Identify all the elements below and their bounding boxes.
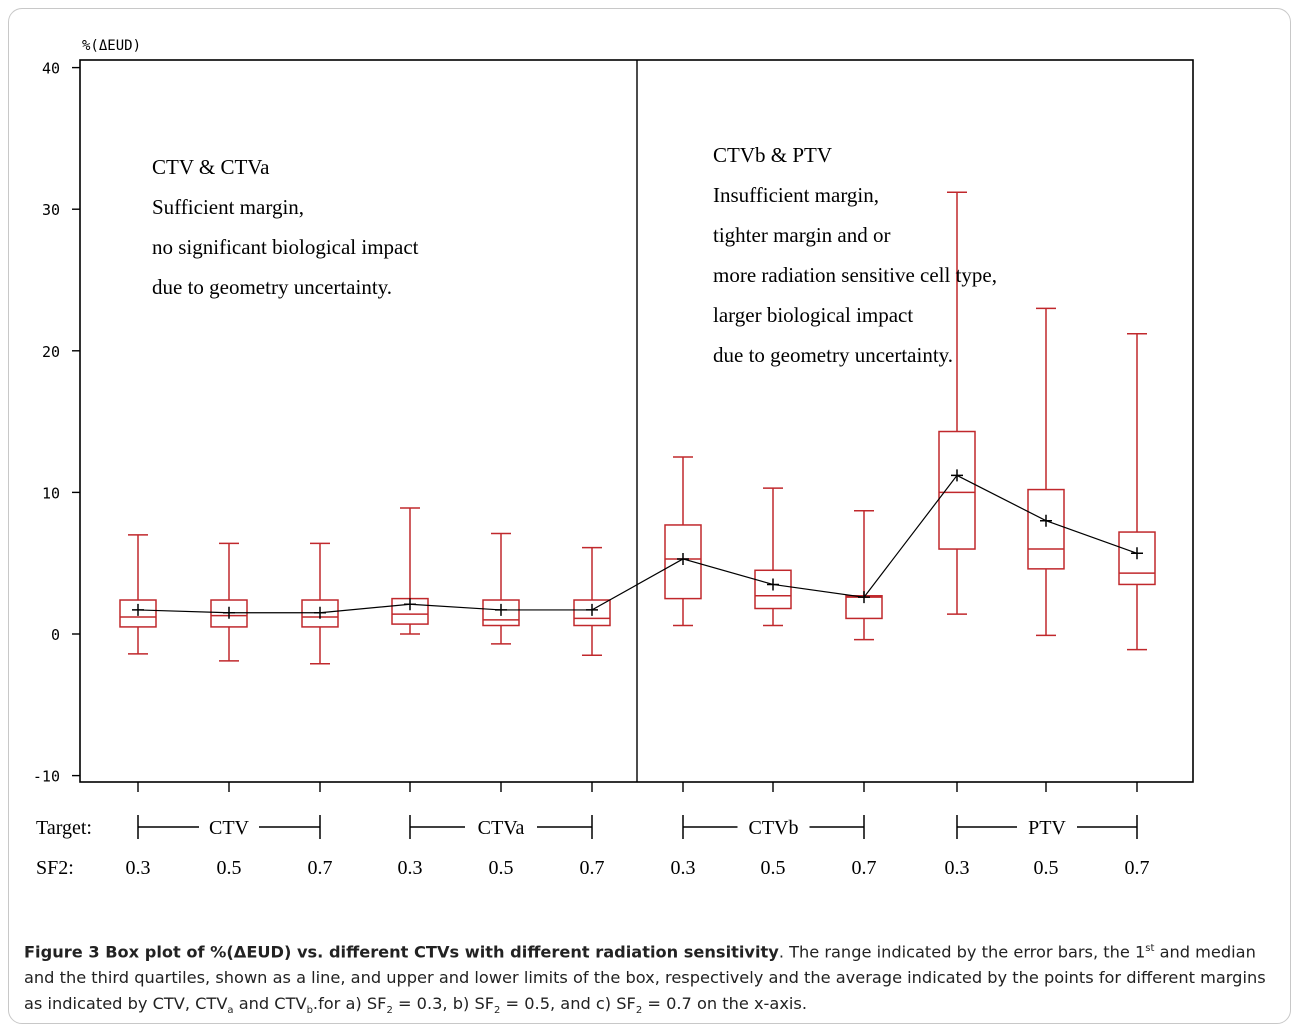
iqr-box [1027,488,1065,570]
mean-marker [404,598,416,611]
box-ctvb-0.3 [664,456,702,627]
caption-sub-2c: 2 [635,1005,643,1017]
sf2-value-label: 0.7 [308,857,333,879]
box-ctvb-0.5 [754,487,792,627]
caption-text-5: = 0.3, b) SF [392,994,495,1014]
iqr-box [754,569,792,610]
sf2-value-label: 0.5 [217,857,242,879]
y-tick-label: 10 [42,484,60,502]
target-row-label: Target: [36,817,92,839]
box-ctva-0.5 [482,532,520,645]
caption-sub-2b: 2 [494,1005,501,1017]
y-tick-label: -10 [33,768,60,786]
mean-marker [132,603,144,616]
mean-marker [314,606,326,619]
caption-text-3: and CTV [233,994,307,1014]
mean-marker [677,552,689,565]
mean-marker [858,591,870,604]
axes: 40 30 20 10 0 -10 %(ΔEUD) [33,38,1194,792]
group-bracket-ptv: PTV [956,815,1138,839]
caption-text-6: = 0.5, and c) SF [500,994,636,1014]
annotations: CTV & CTVa Sufficient margin, no significa… [152,143,997,367]
box-ptv-0.5 [1027,307,1065,637]
box-plot-chart: 40 30 20 10 0 -10 %(ΔEUD) CTV & CTVa Sufficient… [33,38,1194,879]
right-annotation-line: tighter margin and or [713,223,891,247]
figure-caption: Figure 3 Box plot of %(ΔEUD) vs. differe… [24,936,1274,1025]
caption-text-2: and median and the third quartiles, show… [24,942,1266,1014]
sf2-value-label: 0.7 [1125,857,1150,879]
caption-sup-1: st [1145,943,1155,954]
group-label: CTVa [478,817,525,839]
y-tick-label: 40 [42,60,60,78]
caption-title: Figure 3 Box plot of %(ΔEUD) vs. differe… [24,942,779,962]
mean-marker [951,469,963,482]
right-annotation-line: due to geometry uncertainty. [713,343,953,367]
box-ptv-0.7 [1118,333,1156,651]
right-annotation-line: more radiation sensitive cell type, [713,263,997,287]
caption-text-4: .for a) SF [312,994,387,1014]
left-annotation-line: CTV & CTVa [152,155,270,179]
x-axis-rows: Target: SF2: CTV 0.3 0.5 0.7 CTVa 0.3 0.5 0.7 CTVb… [36,815,1150,879]
caption-text-7: = 0.7 on the x-axis. [642,994,807,1014]
sf2-value-label: 0.3 [945,857,970,879]
right-annotation-line: CTVb & PTV [713,143,832,167]
group-bracket-ctvb: CTVb [682,815,865,839]
y-axis-label: %(ΔEUD) [82,38,141,54]
left-annotation-line: due to geometry uncertainty. [152,275,392,299]
figure-frame [8,8,1291,1024]
sf2-value-label: 0.7 [852,857,877,879]
iqr-box [119,599,157,628]
caption-sub-b: b [306,1005,313,1017]
sf2-row-label: SF2: [36,857,74,879]
iqr-box [664,524,702,600]
mean-marker [1040,514,1052,527]
iqr-box [301,599,339,628]
mean-marker [586,603,598,616]
sf2-value-label: 0.3 [671,857,696,879]
box-ctva-0.3 [391,507,429,635]
sf2-value-label: 0.3 [398,857,423,879]
iqr-box [573,599,611,627]
box-ctva-0.7 [573,546,611,656]
group-bracket-ctv: CTV [137,815,321,839]
mean-line [132,469,1143,619]
caption-text-1: . The range indicated by the error bars,… [778,942,1146,962]
mean-marker [223,606,235,619]
sf2-value-label: 0.3 [126,857,151,879]
sf2-value-label: 0.5 [761,857,786,879]
y-tick-label: 20 [42,343,60,361]
y-tick-label: 0 [51,626,60,644]
right-annotation-line: Insufficient margin, [713,183,879,207]
mean-marker [1131,547,1143,560]
iqr-box [210,599,248,628]
sf2-value-label: 0.5 [489,857,514,879]
group-label: CTVb [749,817,799,839]
mean-marker [767,578,779,591]
left-annotation-line: Sufficient margin, [152,195,304,219]
left-annotation-line: no significant biological impact [152,235,419,259]
box-ctvb-0.7 [845,510,883,641]
box-ctv-0.3 [119,534,157,655]
mean-polyline [137,474,1138,614]
boxes [119,191,1156,665]
group-label: CTV [209,817,250,839]
sf2-value-label: 0.5 [1034,857,1059,879]
iqr-box [938,430,976,550]
mean-marker [495,603,507,616]
group-label: PTV [1028,817,1066,839]
box-ptv-0.3 [938,191,976,615]
y-tick-label: 30 [42,201,60,219]
group-bracket-ctva: CTVa [409,815,593,839]
right-annotation-line: larger biological impact [713,303,913,327]
iqr-box [482,599,520,627]
box-ctv-0.5 [210,542,248,662]
caption-sub-a: a [227,1005,234,1017]
sf2-value-label: 0.7 [580,857,605,879]
iqr-box [1118,531,1156,586]
box-ctv-0.7 [301,542,339,665]
caption-sub-2a: 2 [386,1005,393,1017]
